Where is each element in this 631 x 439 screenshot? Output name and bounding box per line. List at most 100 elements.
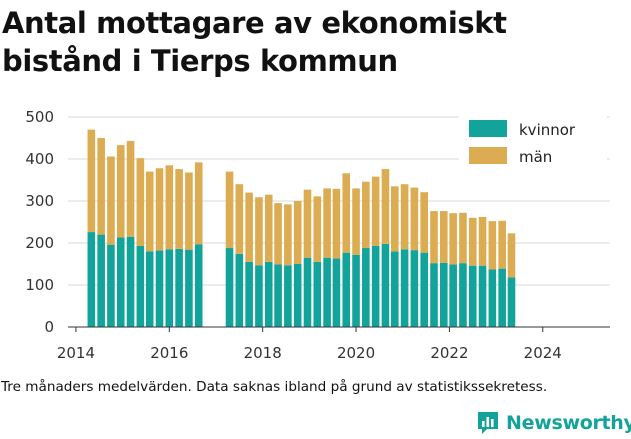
bar-kvinnor [420, 252, 428, 327]
bar-kvinnor [342, 252, 351, 327]
y-axis: 0 100 200 300 400 500 [25, 108, 54, 336]
bar-kvinnor [468, 265, 477, 327]
y-tick-label: 400 [25, 150, 54, 168]
bar-man [274, 203, 282, 265]
bar-man [381, 169, 390, 244]
bar-kvinnor [175, 248, 183, 327]
bar-man [165, 165, 174, 250]
x-tick-label: 2016 [150, 344, 188, 362]
bar-man [323, 188, 331, 258]
x-tick-label: 2014 [57, 344, 95, 362]
bar-kvinnor [284, 265, 292, 327]
bar-man [293, 201, 302, 264]
bar-man [284, 204, 292, 266]
bar-man [478, 216, 487, 266]
bar-kvinnor [430, 263, 438, 327]
brand-name: Newsworthy [506, 412, 631, 434]
bar-kvinnor [264, 261, 273, 327]
bar-kvinnor [235, 253, 244, 327]
bar-man [390, 186, 399, 252]
legend-label-man: män [519, 148, 552, 166]
bar-kvinnor [323, 257, 331, 327]
bar-man [145, 171, 154, 252]
bar-man [449, 213, 457, 265]
bar-kvinnor [245, 261, 253, 327]
bar-man [498, 220, 506, 269]
bar-man [87, 129, 96, 233]
bar-man [410, 187, 419, 251]
bar-man [225, 171, 234, 249]
bar-man [175, 169, 183, 249]
bar-man [107, 156, 115, 245]
bar-kvinnor [145, 251, 154, 327]
bar-kvinnor [255, 265, 263, 327]
bar-kvinnor [303, 257, 312, 327]
y-tick-label: 500 [25, 108, 54, 126]
bar-kvinnor [313, 261, 322, 327]
bar-man [185, 172, 193, 250]
bar-kvinnor [107, 244, 115, 327]
bar-kvinnor [116, 237, 125, 327]
bar-kvinnor [155, 250, 164, 327]
bar-man [507, 233, 516, 278]
bar-kvinnor [225, 248, 234, 327]
bar-man [400, 184, 409, 250]
bar-kvinnor [498, 268, 506, 327]
bar-man [332, 188, 341, 259]
bar-man [235, 184, 244, 254]
bar-man [245, 192, 253, 262]
bar-man [420, 192, 428, 253]
y-tick-label: 0 [44, 318, 54, 336]
bar-kvinnor [371, 245, 380, 327]
bar-man [136, 158, 145, 246]
bar-man [468, 217, 477, 266]
bar-kvinnor [126, 236, 135, 327]
bar-kvinnor [87, 232, 96, 327]
x-tick-label: 2024 [524, 344, 562, 362]
bar-kvinnor [400, 249, 409, 327]
bar-kvinnor [507, 277, 516, 327]
legend-swatch-man [469, 147, 507, 164]
bar-man [255, 197, 263, 266]
bars [87, 129, 516, 327]
bar-kvinnor [449, 264, 457, 327]
bar-man [342, 173, 351, 253]
bar-man [97, 138, 105, 235]
x-tick-label: 2018 [244, 344, 282, 362]
bar-man [264, 194, 273, 262]
bar-kvinnor [274, 264, 282, 327]
bar-man [126, 140, 135, 237]
bar-kvinnor [488, 269, 497, 327]
chart-title: Antal mottagare av ekonomiskt bistånd i … [2, 6, 507, 78]
bar-man [430, 211, 438, 264]
bar-kvinnor [194, 244, 203, 327]
x-axis: 2014 2016 2018 2020 2022 2024 [57, 326, 610, 362]
y-tick-label: 100 [25, 276, 54, 294]
bar-kvinnor [390, 251, 399, 327]
bar-man [313, 196, 322, 262]
bar-kvinnor [459, 263, 467, 327]
bar-man [371, 176, 380, 246]
brand[interactable]: Newsworthy [476, 407, 631, 439]
bar-man [459, 212, 467, 264]
legend-swatch-kvinnor [469, 120, 507, 137]
bar-man [303, 189, 312, 258]
bar-man [362, 181, 370, 249]
bar-kvinnor [478, 265, 487, 327]
x-tick-label: 2020 [337, 344, 375, 362]
bar-kvinnor [440, 262, 448, 327]
bar-kvinnor [165, 249, 174, 327]
bar-kvinnor [293, 264, 302, 327]
y-tick-label: 200 [25, 234, 54, 252]
stacked-bar-chart: 0 100 200 300 400 500 2014 2016 2018 2020 2022 202… [25, 108, 610, 362]
newsworthy-logo-icon [478, 412, 498, 434]
bar-kvinnor [362, 248, 370, 327]
bar-man [194, 162, 203, 245]
bar-man [155, 168, 164, 251]
y-tick-label: 300 [25, 192, 54, 210]
bar-man [488, 221, 497, 270]
bar-kvinnor [185, 249, 193, 327]
bar-kvinnor [97, 234, 105, 327]
bar-kvinnor [332, 258, 341, 327]
legend-label-kvinnor: kvinnor [519, 121, 576, 139]
